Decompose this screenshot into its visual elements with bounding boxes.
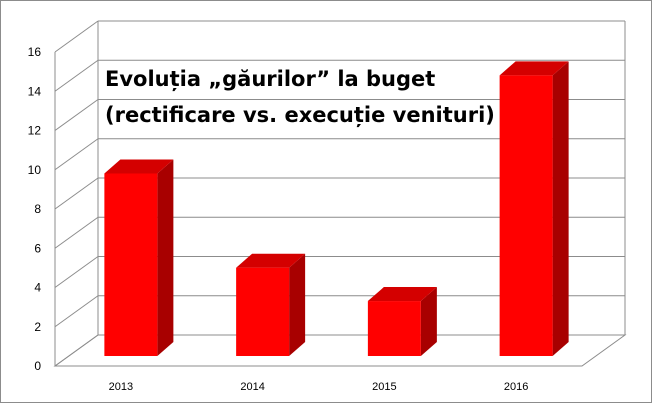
side-gridline (54, 177, 99, 210)
side-gridline (54, 216, 99, 249)
bars (104, 61, 569, 357)
y-tick-label: 14 (28, 84, 42, 98)
bar-2015 (367, 287, 437, 356)
y-tick-label: 10 (28, 163, 42, 177)
bar-side (157, 159, 174, 356)
chart-title-line-1: Evoluția „găurilor” la buget (105, 67, 435, 92)
bar-front (367, 301, 421, 356)
x-tick-label: 2015 (372, 381, 396, 393)
side-gridline (54, 334, 99, 367)
bar-top (367, 287, 437, 302)
side-gridline (54, 256, 99, 288)
bar-2013 (104, 159, 174, 356)
bar-2016 (499, 61, 569, 357)
x-tick-label: 2013 (109, 381, 133, 393)
chart-title-line-2: (rectificare vs. execuție venituri) (105, 103, 495, 128)
y-tick-label: 8 (34, 202, 41, 216)
bar-front (499, 75, 553, 357)
bar-top (104, 159, 174, 174)
side-gridline (54, 99, 99, 131)
side-gridline (54, 20, 99, 53)
y-tick-label: 16 (28, 45, 42, 59)
bar-top (236, 253, 306, 268)
x-tick-label: 2014 (240, 381, 264, 393)
x-axis-categories: 2013 2014 2015 2016 (109, 381, 529, 393)
bar-front (236, 267, 290, 356)
bar-2014 (236, 253, 306, 356)
bar-side (289, 253, 306, 356)
y-tick-label: 4 (34, 281, 41, 295)
side-gridline (54, 59, 99, 92)
bar-side (552, 61, 569, 357)
y-tick-label: 12 (28, 124, 42, 138)
bar-side (420, 287, 437, 356)
x-tick-label: 2016 (504, 381, 528, 393)
y-tick-label: 2 (34, 320, 41, 334)
bar-top (499, 61, 569, 76)
side-gridline (54, 138, 99, 171)
y-tick-label: 6 (34, 241, 41, 255)
bar-front (104, 173, 158, 356)
y-tick-label: 0 (34, 359, 41, 373)
side-gridline (54, 295, 99, 328)
y-axis-ticks: 0 2 4 6 8 10 12 14 16 (28, 45, 42, 373)
